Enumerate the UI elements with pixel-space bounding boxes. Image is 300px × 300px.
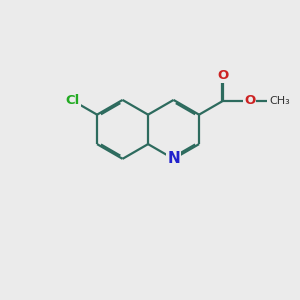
Text: N: N <box>167 151 180 166</box>
Text: CH₃: CH₃ <box>269 96 290 106</box>
Text: O: O <box>244 94 255 107</box>
Text: Cl: Cl <box>66 94 80 107</box>
Text: O: O <box>218 69 229 82</box>
